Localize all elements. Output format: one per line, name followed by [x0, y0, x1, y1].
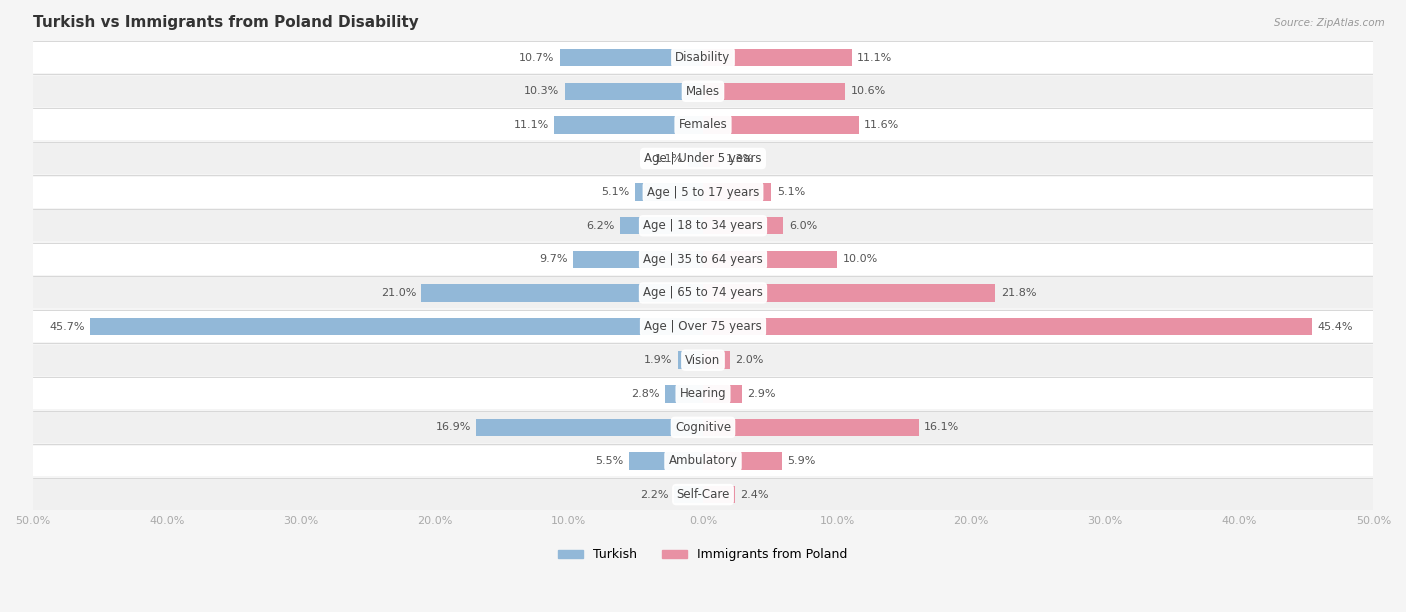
Bar — [703, 452, 782, 470]
Bar — [32, 244, 1374, 275]
Bar — [703, 184, 772, 201]
Bar — [32, 378, 1374, 409]
Text: 11.6%: 11.6% — [863, 120, 900, 130]
Bar — [703, 116, 859, 133]
Text: Hearing: Hearing — [679, 387, 727, 400]
Text: 5.9%: 5.9% — [787, 456, 815, 466]
Text: Cognitive: Cognitive — [675, 421, 731, 434]
Text: 16.1%: 16.1% — [924, 422, 959, 432]
Text: Source: ZipAtlas.com: Source: ZipAtlas.com — [1274, 18, 1385, 28]
Text: 2.2%: 2.2% — [640, 490, 668, 499]
Text: 9.7%: 9.7% — [538, 255, 568, 264]
Bar — [634, 184, 703, 201]
Text: Self-Care: Self-Care — [676, 488, 730, 501]
Text: 11.1%: 11.1% — [513, 120, 548, 130]
Bar — [32, 446, 1374, 476]
Bar — [32, 143, 1374, 174]
Text: 16.9%: 16.9% — [436, 422, 471, 432]
Bar — [32, 110, 1374, 140]
Text: 1.3%: 1.3% — [725, 154, 754, 163]
Bar — [703, 351, 730, 369]
Bar — [477, 419, 703, 436]
Bar — [703, 419, 920, 436]
Bar — [32, 211, 1374, 241]
Bar — [32, 42, 1374, 73]
Text: 6.0%: 6.0% — [789, 221, 817, 231]
Bar — [630, 452, 703, 470]
Text: Age | 35 to 64 years: Age | 35 to 64 years — [643, 253, 763, 266]
Bar — [554, 116, 703, 133]
Text: 2.9%: 2.9% — [747, 389, 776, 399]
Text: 2.8%: 2.8% — [631, 389, 659, 399]
Bar — [90, 318, 703, 335]
Bar — [673, 486, 703, 503]
Bar — [32, 345, 1374, 376]
Bar — [703, 385, 742, 403]
Text: 10.6%: 10.6% — [851, 86, 886, 96]
Text: Vision: Vision — [685, 354, 721, 367]
Bar — [703, 83, 845, 100]
Bar — [574, 250, 703, 268]
Text: 1.9%: 1.9% — [644, 355, 672, 365]
Bar — [703, 150, 720, 167]
Text: Disability: Disability — [675, 51, 731, 64]
Text: 21.8%: 21.8% — [1001, 288, 1036, 298]
Bar — [565, 83, 703, 100]
Text: 45.4%: 45.4% — [1317, 321, 1353, 332]
Bar — [32, 177, 1374, 207]
Bar — [32, 412, 1374, 443]
Text: 10.7%: 10.7% — [519, 53, 554, 62]
Text: Females: Females — [679, 118, 727, 132]
Bar — [703, 217, 783, 234]
Text: Age | 18 to 34 years: Age | 18 to 34 years — [643, 219, 763, 232]
Text: 5.1%: 5.1% — [600, 187, 630, 197]
Text: 2.0%: 2.0% — [735, 355, 763, 365]
Bar — [703, 284, 995, 302]
Bar — [703, 486, 735, 503]
Bar — [32, 479, 1374, 510]
Text: 1.1%: 1.1% — [655, 154, 683, 163]
Bar — [703, 250, 837, 268]
Text: 45.7%: 45.7% — [49, 321, 84, 332]
Text: 6.2%: 6.2% — [586, 221, 614, 231]
Text: Age | 5 to 17 years: Age | 5 to 17 years — [647, 185, 759, 199]
Legend: Turkish, Immigrants from Poland: Turkish, Immigrants from Poland — [554, 543, 852, 566]
Text: 2.4%: 2.4% — [741, 490, 769, 499]
Text: 10.0%: 10.0% — [842, 255, 877, 264]
Text: Males: Males — [686, 85, 720, 98]
Bar — [422, 284, 703, 302]
Text: 10.3%: 10.3% — [524, 86, 560, 96]
Text: Age | Over 75 years: Age | Over 75 years — [644, 320, 762, 333]
Text: Age | 65 to 74 years: Age | 65 to 74 years — [643, 286, 763, 299]
Text: 5.5%: 5.5% — [596, 456, 624, 466]
Bar — [32, 76, 1374, 106]
Bar — [620, 217, 703, 234]
Bar — [665, 385, 703, 403]
Text: Ambulatory: Ambulatory — [668, 455, 738, 468]
Bar — [689, 150, 703, 167]
Bar — [560, 49, 703, 67]
Bar — [703, 318, 1312, 335]
Text: 11.1%: 11.1% — [858, 53, 893, 62]
Text: Age | Under 5 years: Age | Under 5 years — [644, 152, 762, 165]
Text: 5.1%: 5.1% — [776, 187, 806, 197]
Text: Turkish vs Immigrants from Poland Disability: Turkish vs Immigrants from Poland Disabi… — [32, 15, 419, 30]
Bar — [678, 351, 703, 369]
Bar — [32, 277, 1374, 308]
Bar — [703, 49, 852, 67]
Text: 21.0%: 21.0% — [381, 288, 416, 298]
Bar — [32, 311, 1374, 342]
